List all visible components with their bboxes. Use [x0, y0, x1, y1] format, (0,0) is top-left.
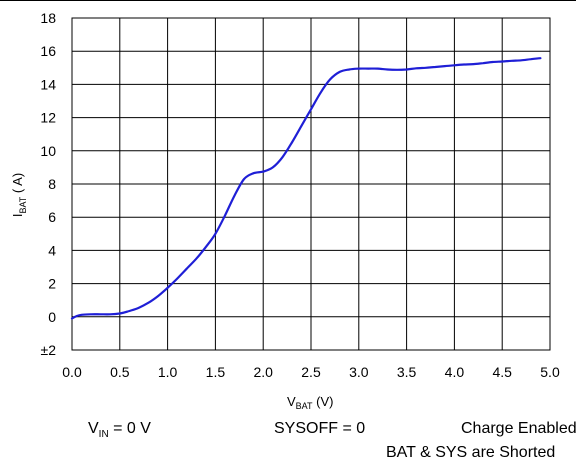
series-point	[195, 258, 197, 260]
series-point	[167, 287, 169, 289]
series-point	[511, 60, 513, 62]
series-point	[319, 92, 322, 94]
series-point	[243, 178, 245, 180]
y-axis-tick-labels: ±2 0 2 4 6 8 10 12 14 16 18	[40, 10, 56, 358]
series-point	[224, 214, 226, 217]
series-point	[463, 63, 465, 66]
y-tick-label: 8	[48, 176, 56, 192]
series-point	[80, 314, 83, 316]
series-point	[530, 58, 532, 60]
y-tick-label: 4	[48, 242, 56, 258]
y-tick-label: 14	[40, 76, 56, 92]
series-point	[186, 268, 188, 270]
series-point	[329, 78, 331, 81]
series-point	[348, 68, 350, 71]
x-tick-label: 0.0	[62, 364, 82, 380]
series-point	[358, 68, 360, 70]
series-point	[138, 307, 140, 309]
x-tick-label: 2.5	[301, 364, 321, 380]
series-point	[128, 310, 130, 312]
series-point	[367, 68, 369, 70]
y-tick-label: 18	[40, 10, 56, 26]
series-point	[444, 65, 446, 67]
series-point	[157, 295, 159, 297]
series-point	[310, 108, 312, 110]
y-tick-label: 0	[48, 309, 56, 325]
condition-charge-enabled: Charge Enabled	[461, 420, 576, 437]
series-point	[76, 315, 78, 317]
y-tick-label: 16	[40, 43, 56, 59]
series-point	[300, 125, 303, 127]
series-point	[100, 313, 102, 315]
condition-bat-sys-shorted: BAT & SYS are Shorted	[386, 444, 556, 461]
series-point	[214, 233, 216, 235]
series-point	[291, 141, 293, 144]
series-point	[539, 57, 542, 59]
series-point	[205, 246, 207, 248]
x-axis-tick-labels: 0.0 0.5 1.0 1.5 2.0 2.5 3.0 3.5 4.0 4.5 5.0	[62, 364, 560, 380]
top-border-rule	[0, 0, 576, 1]
series-point	[492, 61, 494, 63]
series-point	[406, 68, 408, 71]
y-tick-label: 6	[48, 209, 56, 225]
series-point	[396, 69, 398, 71]
y-tick-label: ±2	[41, 342, 57, 358]
series-point	[520, 59, 522, 61]
series-point	[262, 170, 264, 173]
series-point	[233, 195, 236, 197]
series-point	[90, 313, 92, 315]
x-tick-label: 5.0	[540, 364, 560, 380]
y-tick-label: 12	[40, 110, 56, 126]
series-point	[386, 68, 389, 71]
series-line	[70, 57, 542, 320]
y-axis-label: IBAT ( A)	[10, 173, 28, 217]
series-points	[71, 57, 542, 320]
series-point	[119, 312, 121, 315]
series-point	[272, 166, 274, 168]
grid-lines	[72, 18, 550, 350]
series-point	[71, 317, 73, 320]
y-tick-label: 10	[40, 143, 56, 159]
x-tick-label: 1.5	[206, 364, 226, 380]
y-tick-label: 2	[48, 276, 56, 292]
x-tick-label: 0.5	[110, 364, 130, 380]
series-point	[339, 71, 341, 73]
series-point	[415, 67, 417, 69]
condition-sysoff: SYSOFF = 0	[274, 420, 366, 437]
x-tick-label: 1.0	[158, 364, 178, 380]
series-point	[147, 302, 150, 304]
x-axis-label: VBAT (V)	[287, 394, 334, 411]
series-point	[109, 313, 111, 315]
x-tick-label: 3.5	[397, 364, 417, 380]
series-point	[253, 172, 255, 174]
series-point	[501, 60, 503, 63]
x-tick-label: 2.0	[253, 364, 273, 380]
series-point	[453, 64, 455, 66]
series-point	[472, 63, 475, 65]
series-point	[176, 278, 178, 280]
x-tick-label: 3.0	[349, 364, 369, 380]
series-point	[434, 66, 436, 68]
series-point	[281, 156, 283, 159]
series-point	[482, 62, 484, 64]
x-tick-label: 4.0	[445, 364, 465, 380]
series-point	[377, 68, 379, 70]
series-point	[425, 67, 427, 69]
x-tick-label: 4.5	[492, 364, 512, 380]
condition-vin: VIN = 0 V	[88, 420, 151, 440]
